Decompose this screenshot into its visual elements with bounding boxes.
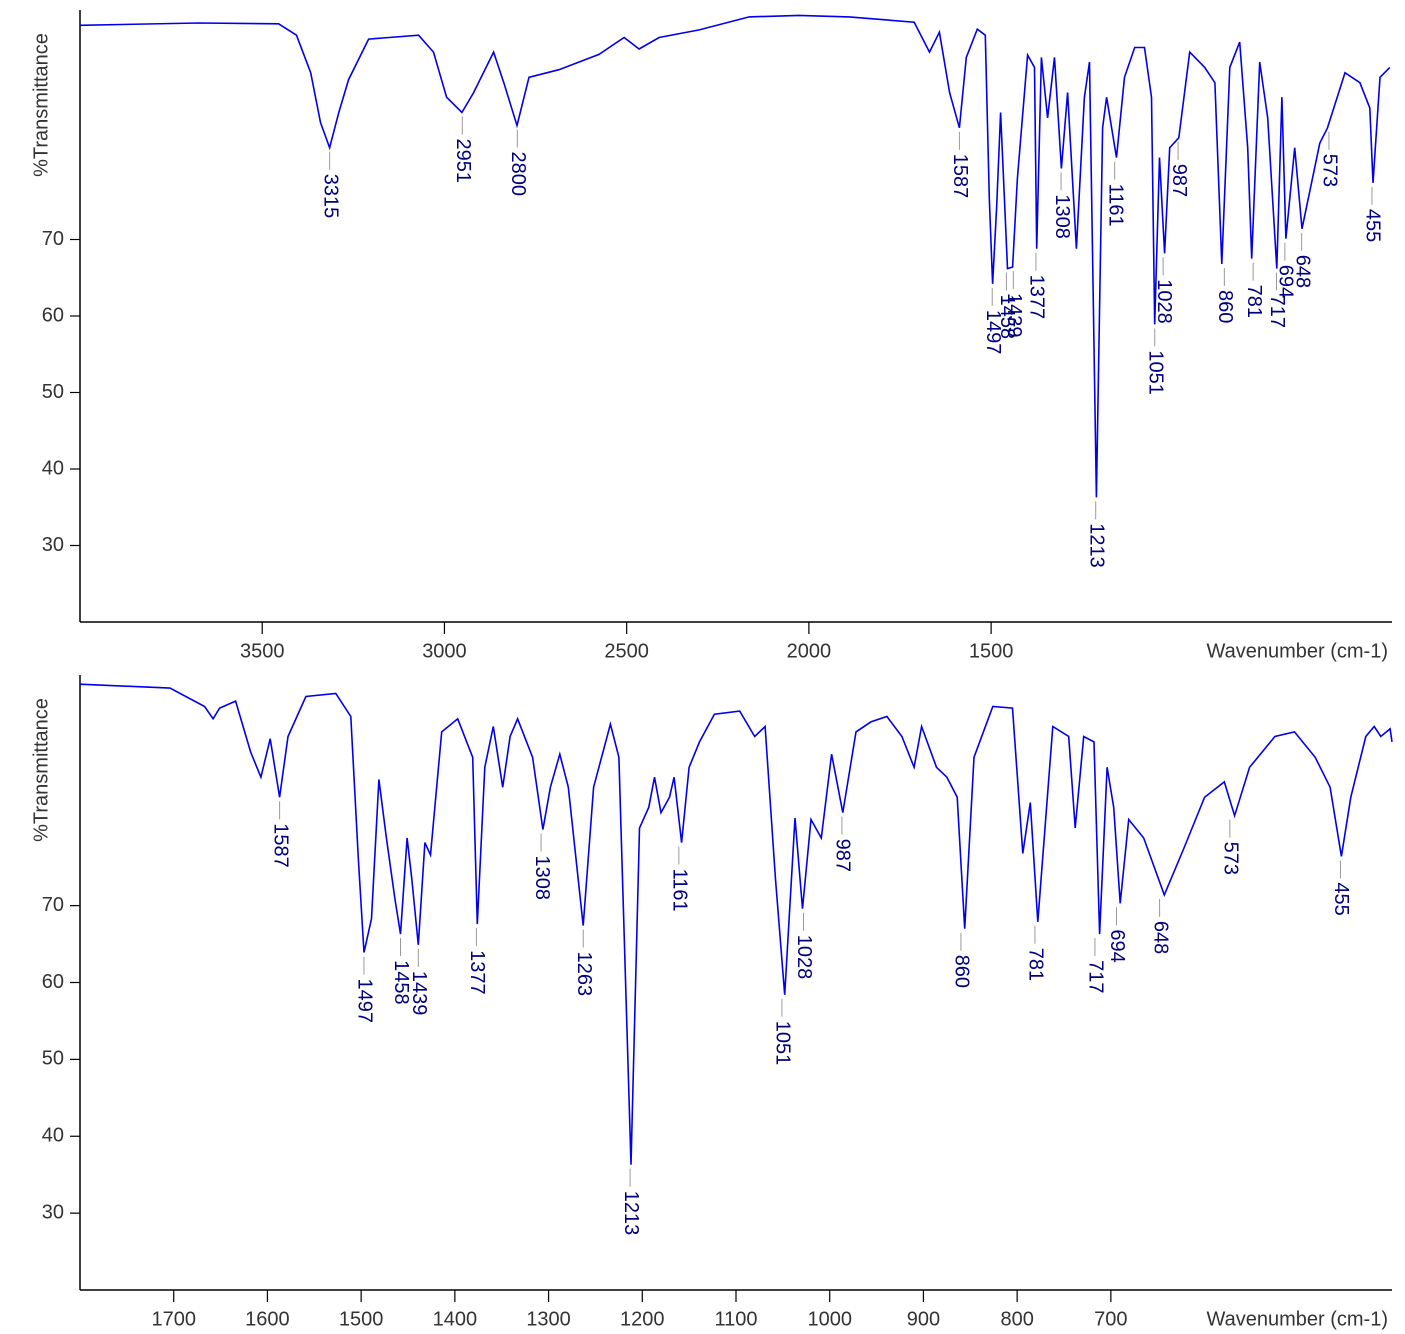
peak-label: 1263 [573,952,595,997]
peak-label: 1497 [354,979,376,1024]
peak-label: 455 [1362,209,1384,242]
x-tick-label: 2500 [604,640,649,662]
y-tick-label: 40 [42,457,64,479]
peak-label: 1161 [669,869,691,912]
x-tick-label: 1400 [433,1308,478,1330]
y-tick-label: 50 [42,381,64,403]
x-tick-label: 1100 [714,1308,757,1330]
peak-label: 1161 [1104,184,1126,227]
peak-label: 694 [1275,265,1297,298]
x-axis-label: Wavenumber (cm-1) [1206,1308,1388,1330]
y-tick-label: 50 [42,1048,64,1070]
peak-label: 987 [1168,164,1190,197]
x-tick-label: 1500 [339,1308,384,1330]
x-tick-label: 1700 [151,1308,196,1330]
y-tick-label: 60 [42,304,64,326]
peak-label: 1051 [1144,350,1166,395]
x-tick-label: 1300 [526,1308,571,1330]
x-tick-label: 800 [1000,1308,1033,1330]
peak-label: 860 [1214,290,1236,323]
x-tick-label: 1500 [969,640,1014,662]
peak-label: 781 [1243,285,1265,318]
peak-label: 987 [832,839,854,872]
peak-label: 1377 [1026,275,1048,320]
peak-label: 1308 [531,856,553,901]
peak-label: 1051 [772,1021,794,1066]
peak-label: 1587 [949,154,971,199]
peak-label: 455 [1330,882,1352,915]
peak-label: 1587 [269,823,291,868]
x-tick-label: 1000 [807,1308,852,1330]
peak-label: 1439 [1003,293,1025,338]
x-tick-label: 1200 [620,1308,665,1330]
peak-label: 717 [1085,960,1107,993]
peak-label: 648 [1149,921,1171,954]
peak-label: 1028 [793,935,815,980]
x-tick-label: 2000 [787,640,832,662]
peak-label: 1458 [390,960,412,1005]
x-axis-label: Wavenumber (cm-1) [1206,640,1388,662]
y-axis-label: %Transmittance [30,698,52,842]
peak-label: 1028 [1153,279,1175,324]
x-tick-label: 1600 [245,1308,290,1330]
peak-label: 1458 [996,295,1018,340]
y-tick-label: 70 [42,894,64,916]
peak-label: 1213 [1085,523,1107,568]
x-tick-label: 3500 [240,640,285,662]
x-tick-label: 900 [907,1308,940,1330]
spectrum-line [79,683,1393,1165]
peak-label: 1308 [1051,194,1073,239]
x-tick-label: 3000 [422,640,467,662]
peak-label: 573 [1319,154,1341,187]
peak-label: 1377 [466,950,488,995]
y-tick-label: 30 [42,1201,64,1223]
peak-label: 860 [951,955,973,988]
y-tick-label: 60 [42,971,64,993]
peak-label: 2800 [507,152,529,197]
peak-label: 1497 [982,310,1004,355]
y-axis-label: %Transmittance [30,33,52,177]
peak-label: 2951 [452,139,474,184]
y-tick-label: 30 [42,534,64,556]
peak-label: 717 [1266,295,1288,328]
x-tick-label: 700 [1094,1308,1127,1330]
spectrum-line [79,14,1391,498]
y-tick-label: 40 [42,1125,64,1147]
peak-label: 648 [1291,255,1313,288]
peak-label: 3315 [319,174,341,219]
peak-label: 1439 [408,971,430,1016]
peak-label: 1213 [620,1191,642,1236]
peak-label: 573 [1220,842,1242,875]
y-tick-label: 70 [42,228,64,250]
peak-label: 694 [1106,929,1128,962]
peak-label: 781 [1025,948,1047,981]
